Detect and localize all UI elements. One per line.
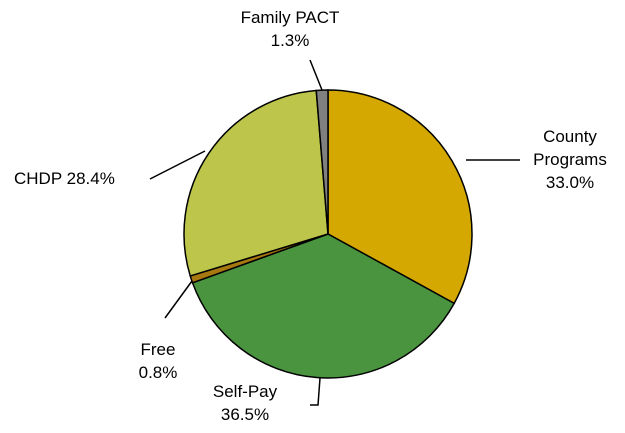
value-label: 1.3% <box>270 31 310 50</box>
category-name: Family PACT <box>240 8 340 27</box>
slice-label: CHDP 28.4% <box>14 167 154 190</box>
slice-label: County Programs 33.0% <box>515 125 625 194</box>
slice-label: Family PACT 1.3% <box>220 6 360 52</box>
value-label: 33.0% <box>545 173 595 192</box>
slice-label: Free 0.8% <box>118 338 198 384</box>
leader-line <box>149 150 206 180</box>
category-name: Free <box>140 340 176 359</box>
value-label: 28.4% <box>66 169 115 188</box>
leader-line <box>309 59 323 91</box>
pie-slice <box>315 89 329 235</box>
value-label: 0.8% <box>138 363 178 382</box>
slice-label: Self-Pay 36.5% <box>195 380 295 426</box>
leader-line <box>164 280 193 319</box>
pie-slice <box>183 89 329 277</box>
pie-slice <box>327 89 473 305</box>
pie-slice <box>191 233 456 379</box>
category-name: County Programs <box>533 127 607 169</box>
category-name: CHDP <box>14 169 62 188</box>
value-label: 36.5% <box>220 405 270 424</box>
leader-line <box>310 377 321 406</box>
category-name: Self-Pay <box>212 382 278 401</box>
